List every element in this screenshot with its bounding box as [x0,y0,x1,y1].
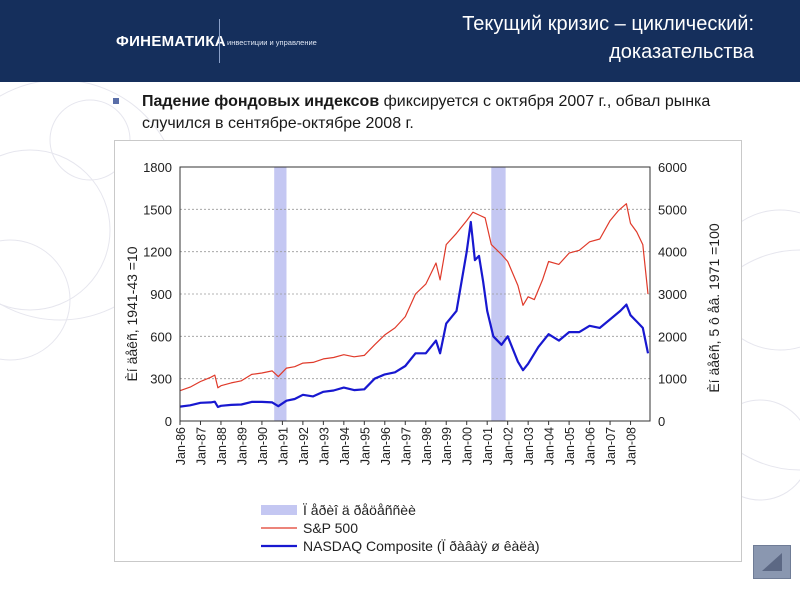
y-left-tick-label: 1500 [143,202,172,217]
slide-title-line-2: доказательства [609,41,754,63]
slide-header: ФИНЕМАТИКА инвестиции и управление Текущ… [0,0,800,82]
x-tick-label: Jan-00 [461,427,475,465]
x-tick-label: Jan-91 [276,427,290,465]
sp500-line [179,203,649,392]
legend-recession-swatch [261,505,297,515]
x-tick-label: Jan-97 [399,427,413,465]
bullet-body-text: фиксируется с октября 2007 г., обвал рын… [142,93,711,132]
y-right-tick-label: 0 [658,414,665,429]
y-right-tick-label: 6000 [658,160,687,175]
x-tick-label: Jan-07 [604,427,618,465]
x-tick-label: Jan-88 [215,427,229,465]
slide-title: Текущий кризис – циклический: доказатель… [354,10,754,66]
y-right-tick-label: 5000 [658,202,687,217]
y-right-tick-label: 3000 [658,287,687,302]
x-tick-label: Jan-87 [194,427,208,465]
chart-frame: 0 300 600 900 1200 1500 1800 0 1000 2000 3000 4000 5… [114,140,742,562]
y-left-tick-label: 600 [150,329,172,344]
x-tick-label: Jan-90 [256,427,270,465]
bullet-text: Падение фондовых индексов фиксируется с … [142,91,752,135]
x-tick-label: Jan-93 [317,427,331,465]
logo-divider [219,19,220,63]
x-tick-label: Jan-86 [174,427,188,465]
bullet-marker [113,98,119,104]
x-tick-label: Jan-95 [358,427,372,465]
legend-nasdaq-label: NASDAQ Composite (Ï ðàâàÿ ø êàëà) [303,538,540,554]
x-tick-label: Jan-98 [420,427,434,465]
x-tick-label: Jan-89 [235,427,249,465]
x-tick-label: Jan-02 [502,427,516,465]
x-tick-label: Jan-03 [522,427,536,465]
y-left-tick-label: 900 [150,287,172,302]
legend-recession-label: Ï åðèî ä ðåöåññèè [303,502,416,518]
y-left-tick-label: 300 [150,372,172,387]
x-tick-label: Jan-01 [481,427,495,465]
x-tick-label: Jan-96 [379,427,393,465]
x-tick-label: Jan-94 [338,427,352,465]
legend-sp500-label: S&P 500 [303,520,358,536]
triangle-icon [762,553,782,571]
nasdaq-line [179,220,650,409]
x-tick-label: Jan-05 [563,427,577,465]
stock-index-chart: 0 300 600 900 1200 1500 1800 0 1000 2000 3000 4000 5… [124,160,722,554]
company-logo: ФИНЕМАТИКА [116,33,226,50]
logo-tagline: инвестиции и управление [227,38,317,47]
x-tick-label: Jan-04 [543,427,557,465]
plot-border [179,166,651,422]
y-left-tick-label: 0 [165,414,172,429]
bullet-bold-text: Падение фондовых индексов [142,93,380,110]
y-left-tick-label: 1200 [143,245,172,260]
x-tick-label: Jan-99 [440,427,454,465]
x-tick-label: Jan-06 [584,427,598,465]
recession-band-2 [491,167,506,421]
x-tick-label: Jan-08 [625,427,639,465]
y-right-tick-label: 2000 [658,329,687,344]
y-left-tick-label: 1800 [143,160,172,175]
y-right-tick-label: 1000 [658,372,687,387]
slide-title-line-1: Текущий кризис – циклический: [462,13,754,35]
y-right-axis-title: Èí äåêñ, 5 ô åâ. 1971 =100 [706,223,722,393]
y-right-tick-label: 4000 [658,245,687,260]
next-slide-button[interactable] [753,545,791,579]
y-left-axis-title: Èí äåêñ, 1941-43 =10 [124,246,140,381]
x-tick-label: Jan-92 [297,427,311,465]
